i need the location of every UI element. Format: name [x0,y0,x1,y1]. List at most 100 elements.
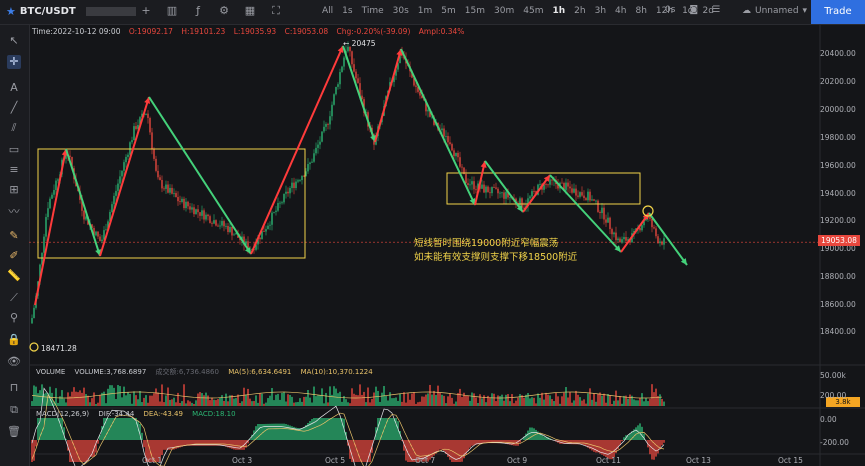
macd-bar [71,440,73,462]
volume-bar [543,399,545,406]
ruler-icon[interactable]: 📏 [7,269,21,282]
macd-bar [245,440,247,448]
volume-tag: 3.8k [826,397,860,407]
volume-bar [139,390,141,406]
volume-bar [95,403,97,406]
macd-bar [609,440,611,460]
candles-icon[interactable]: ▥ [166,4,178,17]
macd-bar [489,440,491,444]
candle-body [181,198,183,202]
magnet-icon[interactable]: ⊓ [9,381,19,394]
marker-icon[interactable]: ✐ [9,249,19,262]
tf-2d[interactable]: 2d [702,6,714,16]
channel-icon[interactable]: ⫽ [11,121,17,134]
measure-icon[interactable]: ⟋ [10,291,18,304]
volume-bar [493,393,495,406]
fullscreen-icon[interactable]: ⛶ [272,4,280,17]
macd-bar [561,440,563,444]
lock-icon[interactable]: 🔒 [7,333,21,346]
macd-bar [503,440,505,444]
tf-1s[interactable]: 1s [342,6,353,16]
volume-bar [415,403,417,406]
eye-icon[interactable]: 👁 [7,355,21,368]
macd-bar [107,418,109,440]
macd-bar [65,438,67,440]
volume-bar [527,393,529,406]
tf-1m[interactable]: 1m [417,6,433,16]
trend-line-icon[interactable]: ╱ [10,101,18,114]
macd-bar [221,440,223,446]
volume-bar [211,397,213,406]
zoom-icon[interactable]: ⚲ [9,311,19,324]
macd-bar [57,418,59,440]
tf-1d[interactable]: 1d [682,6,694,16]
tf-15m[interactable]: 15m [464,6,486,16]
volume-bar [235,398,237,406]
add-icon[interactable]: + [141,4,151,17]
macd-bar [161,440,163,455]
tf-30s[interactable]: 30s [392,6,409,16]
macd-bar [355,440,357,462]
tf-1h[interactable]: 1h [552,6,566,16]
candle-body [497,188,499,194]
candle-body [613,232,615,235]
volume-bar [437,385,439,406]
candle-body [459,157,461,167]
chart-annotation[interactable]: 短线暂时围绕19000附近窄幅震荡 如未能有效支撑则支撑下移18500附近 [414,237,577,265]
candle-body [225,225,227,227]
trash-icon[interactable]: 🗑 [7,425,21,438]
macd-bar [289,425,291,440]
tf-30m[interactable]: 30m [494,6,515,16]
tf-8h[interactable]: 8h [635,6,647,16]
layout-selector[interactable]: ☁ Unnamed ▾ [742,6,807,16]
macd-bar [421,440,423,462]
crosshair-icon[interactable]: ✛ [7,55,21,69]
star-icon[interactable]: ★ [6,5,16,18]
macd-bar [277,423,279,440]
tf-5m[interactable]: 5m [441,6,456,16]
trade-button[interactable]: Trade [811,0,865,24]
tf-3h[interactable]: 3h [594,6,607,16]
volume-bar [161,384,163,406]
tf-time[interactable]: Time [361,6,384,16]
indicator-icon[interactable]: ƒ [196,4,200,17]
macd-bar [531,427,533,440]
macd-bar [265,423,267,440]
macd-bar [295,427,297,440]
grid-icon[interactable]: ▦ [244,4,256,17]
candle-body [301,175,303,181]
text-icon[interactable]: A [10,81,18,94]
cursor-icon[interactable]: ↖ [9,34,19,47]
pattern-icon[interactable]: ⊞ [9,183,19,196]
volume-bar [379,401,381,406]
settings-icon[interactable]: ⚙ [219,4,229,17]
fib-icon[interactable]: ≡ [9,163,19,176]
camera-icon[interactable]: ◙ [689,5,699,15]
candle-body [523,207,525,209]
tf-12h[interactable]: 12h [655,6,674,16]
tf-4h[interactable]: 4h [615,6,627,16]
volume-bar [111,385,113,406]
layers-icon[interactable]: ⧉ [10,403,18,416]
tf-all[interactable]: All [322,6,334,16]
brush-icon[interactable]: ✎ [9,229,19,242]
macd-bar [455,440,457,462]
volume-bar [637,400,639,406]
candle-body [291,182,293,189]
menu-icon[interactable]: ☰ [712,5,721,15]
wave-icon[interactable]: 〰 [8,205,20,218]
volume-bar [149,395,151,406]
candle-body [265,229,267,232]
symbol-selector[interactable]: ★ BTC/USDT [6,5,136,18]
volume-bar [585,403,587,406]
candle-body [205,214,207,220]
candle-body [421,95,423,99]
candle-body [519,198,521,207]
tf-2h[interactable]: 2h [574,6,586,16]
volume-bar [249,398,251,406]
tf-45m[interactable]: 45m [523,6,544,16]
price-chart[interactable] [29,25,865,466]
volume-bar [47,393,49,406]
candle-body [297,180,299,182]
rectangle-icon[interactable]: ▭ [8,143,20,156]
